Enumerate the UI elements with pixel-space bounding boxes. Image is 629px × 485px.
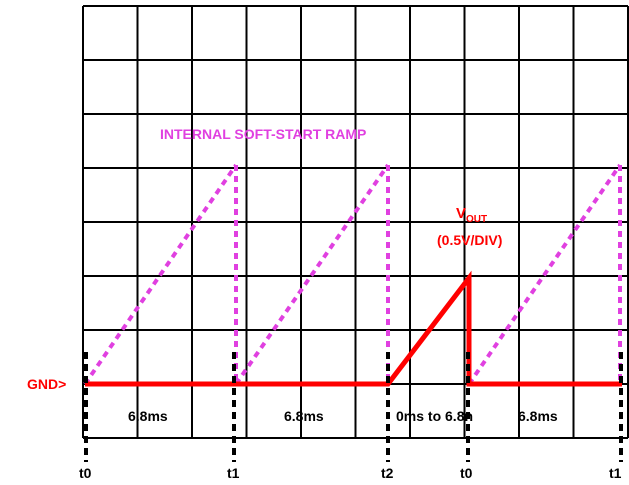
interval-label-3: 0ms to 6.8n [396,408,473,424]
ramp-label: INTERNAL SOFT-START RAMP [160,126,366,142]
vout-trace [85,270,622,387]
gnd-label: GND> [27,376,66,392]
grid [82,5,629,439]
vout-label-sub: OUT [466,214,487,225]
interval-label-1: 6.8ms [128,408,168,424]
ramp-segment-4 [467,163,622,386]
vout-label: VOUT [456,205,487,225]
soft-start-ramps [83,163,622,386]
ramp-segment-0 [83,163,238,386]
interval-label-2: 6.8ms [284,408,324,424]
time-label-t0-a: t0 [79,465,92,481]
vout-scale: (0.5V/DIV) [437,232,502,248]
vout-label-main: V [456,205,466,222]
time-label-t0-b: t0 [460,465,473,481]
time-label-t1-b: t1 [609,465,622,481]
time-label-t2: t2 [381,465,394,481]
time-label-t1-a: t1 [227,465,240,481]
interval-label-4: 6.8ms [518,408,558,424]
time-markers [84,352,623,462]
ramp-segment-2 [234,163,390,386]
